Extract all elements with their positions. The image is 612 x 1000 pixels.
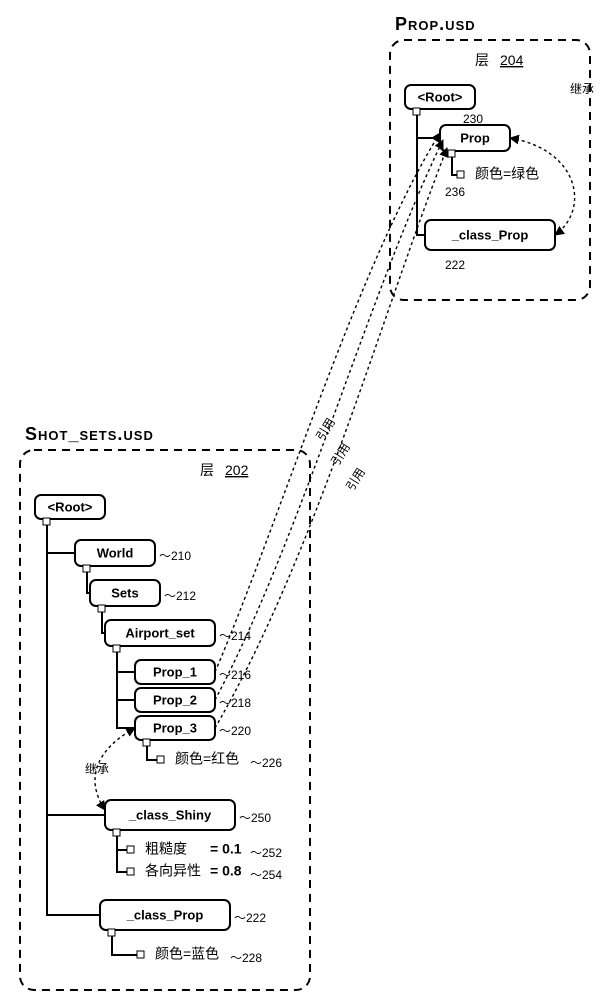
- port: [143, 739, 150, 746]
- tree-edge: [117, 836, 133, 872]
- ref-number: ～250: [239, 811, 271, 825]
- port: [43, 518, 50, 525]
- classprop-attr: 颜色=蓝色: [155, 946, 219, 962]
- ref-number: 236: [445, 185, 465, 199]
- left-layer-title: Shot_sets.usd: [25, 424, 154, 444]
- tree-edge: [47, 525, 75, 553]
- ref-number: 230: [463, 112, 483, 126]
- port: [157, 756, 164, 763]
- port: [127, 868, 134, 875]
- ref-number: ～220: [219, 724, 251, 738]
- ref-number: ～222: [234, 911, 266, 925]
- port: [83, 565, 90, 572]
- port: [457, 171, 464, 178]
- right-root-label: <Root>: [418, 89, 463, 104]
- right-classprop-label: _class_Prop: [451, 227, 529, 242]
- right-layer-ref: 204: [500, 52, 524, 68]
- port: [98, 605, 105, 612]
- ref-number: ～214: [219, 629, 251, 643]
- left-layer-ref: 202: [225, 462, 249, 478]
- right-prop-label: Prop: [460, 130, 490, 145]
- ref-number: ～210: [159, 549, 191, 563]
- right-prop-attr: 颜色=绿色: [475, 166, 539, 182]
- ref-number: ～252: [250, 846, 282, 860]
- port: [108, 929, 115, 936]
- shiny-attr-val: = 0.1: [210, 841, 242, 857]
- right-layer-label: 层: [475, 52, 489, 68]
- tree-edge: [417, 115, 425, 235]
- inherit-label: 继承: [570, 82, 594, 96]
- ref-number: ～254: [250, 868, 282, 882]
- ref-number: ～216: [219, 668, 251, 682]
- left-classprop-label: _class_Prop: [126, 907, 204, 922]
- prop-1-label: Prop_1: [153, 664, 197, 679]
- right-layer-title: Prop.usd: [395, 14, 476, 34]
- shiny-attr: 各向异性: [145, 863, 201, 879]
- tree-edge: [117, 652, 135, 700]
- left-layer-label: 层: [200, 462, 214, 478]
- port: [413, 108, 420, 115]
- left-root-label: <Root>: [48, 499, 93, 514]
- tree-edge: [417, 115, 440, 138]
- shiny-attr-val: = 0.8: [210, 863, 242, 879]
- class-shiny-label: _class_Shiny: [128, 807, 212, 822]
- prop-2-label: Prop_2: [153, 692, 197, 707]
- port: [127, 846, 134, 853]
- dashed-arrow: [215, 133, 440, 672]
- world-label: World: [97, 545, 134, 560]
- airport-label: Airport_set: [125, 625, 195, 640]
- prop-3-label: Prop_3: [153, 720, 197, 735]
- port: [113, 829, 120, 836]
- port: [448, 150, 455, 157]
- ref-number: ～226: [250, 756, 282, 770]
- ref-label: 引用: [343, 465, 368, 493]
- ref-number: ～218: [219, 696, 251, 710]
- prop3-attr: 颜色=红色: [175, 751, 239, 767]
- ref-number: ～228: [230, 951, 262, 965]
- inherit-label: 继承: [85, 762, 109, 776]
- port: [137, 951, 144, 958]
- tree-edge: [117, 652, 135, 672]
- ref-number: 222: [445, 258, 465, 272]
- shiny-attr: 粗糙度: [145, 841, 187, 857]
- port: [113, 645, 120, 652]
- sets-label: Sets: [111, 585, 138, 600]
- tree-edge: [117, 652, 135, 728]
- ref-label: 引用: [328, 440, 353, 468]
- ref-number: ～212: [164, 589, 196, 603]
